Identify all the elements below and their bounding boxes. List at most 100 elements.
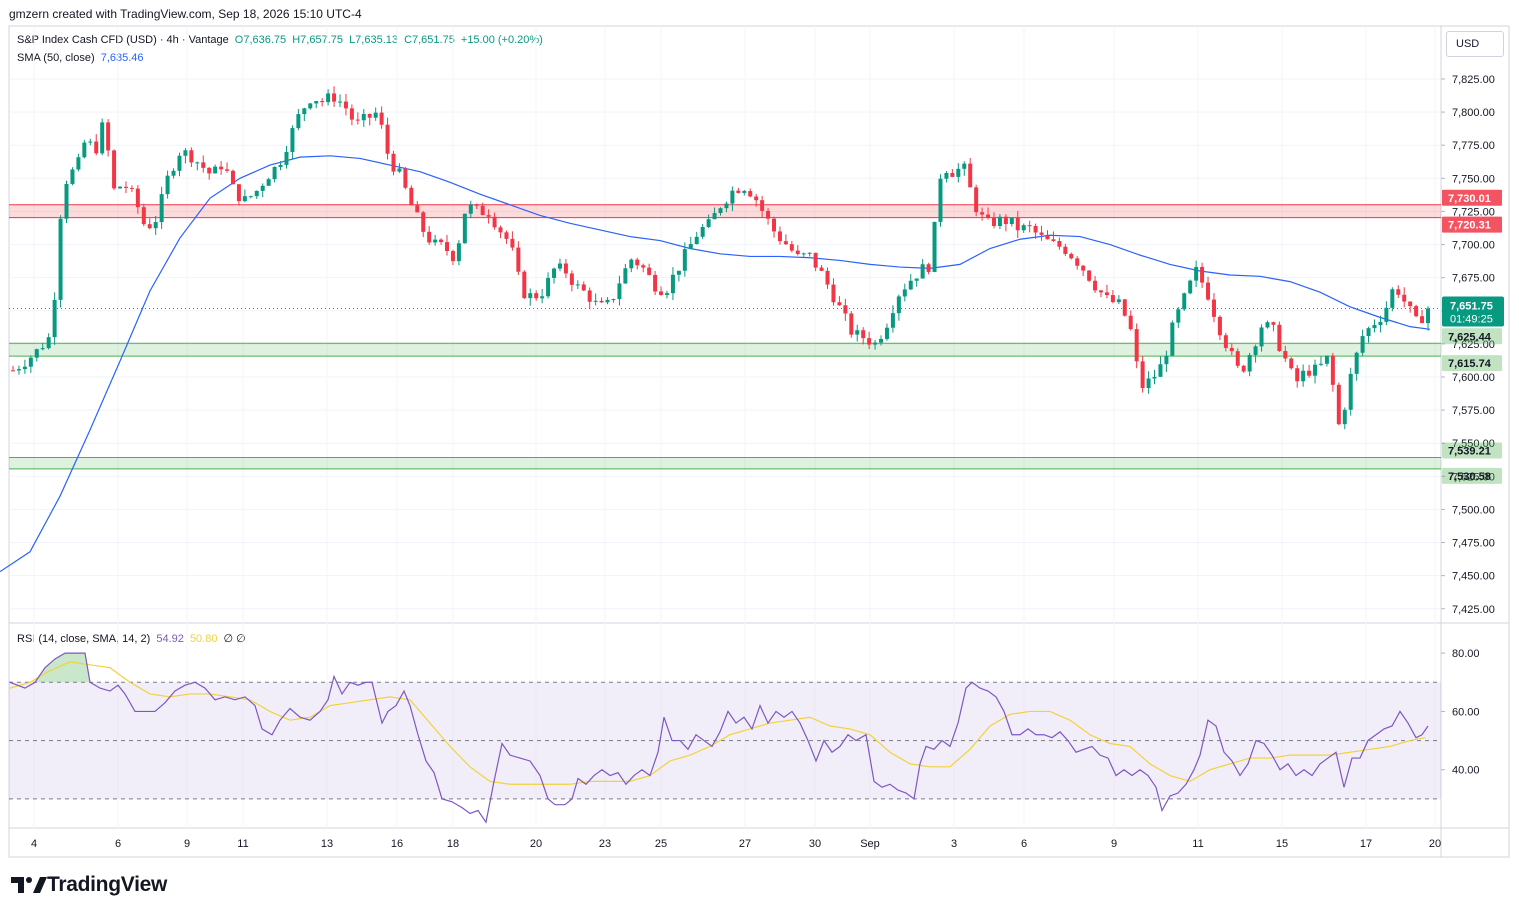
level-tag-text: 7,530.58 <box>1448 471 1491 483</box>
candle-body <box>219 166 224 170</box>
candle-body <box>617 283 622 300</box>
time-tick-label: 25 <box>655 838 667 850</box>
level-tag-text: 7,720.31 <box>1448 220 1491 232</box>
candle-body <box>1015 217 1020 231</box>
candle-body <box>1277 324 1282 352</box>
candle-body <box>938 178 943 222</box>
candle-body <box>1426 308 1430 324</box>
price-axis[interactable]: 7,825.00 7,800.00 7,775.00 7,750.00 7,725.00… <box>1441 74 1495 616</box>
candle-body <box>730 190 735 204</box>
candle-body <box>1104 292 1109 296</box>
candle-body <box>1223 335 1228 348</box>
candle-body <box>772 218 777 232</box>
candle-body <box>177 155 182 171</box>
candle-body <box>706 219 711 228</box>
price-tick-label: 7,425.00 <box>1452 604 1495 616</box>
candle-body <box>492 216 497 228</box>
candle-body <box>456 243 461 262</box>
candle-body <box>896 296 901 314</box>
candle-body <box>296 114 301 129</box>
candle-body <box>1116 299 1121 303</box>
candle-body <box>950 173 955 177</box>
time-tick-label: 6 <box>1021 838 1027 850</box>
candle-body <box>183 150 188 156</box>
candle-body <box>1301 370 1306 382</box>
candle-body <box>1200 266 1205 283</box>
price-tick-label: 7,775.00 <box>1452 140 1495 152</box>
candle-body <box>1009 217 1014 225</box>
candle-body <box>201 162 206 168</box>
price-tick-label: 7,600.00 <box>1452 372 1495 384</box>
candle-body <box>801 253 806 255</box>
sma-label[interactable]: SMA (50, close) <box>17 52 95 64</box>
candle-body <box>1390 289 1395 308</box>
rsi-label[interactable]: RSI (14, close, SMA, 14, 2) <box>17 633 151 645</box>
candle-body <box>1384 307 1389 322</box>
tradingview-logo[interactable]: TradingView <box>11 873 167 897</box>
high-value: H7,657.75 <box>292 34 343 46</box>
candle-body <box>849 313 854 335</box>
rsi-panel <box>9 652 1441 824</box>
candle-body <box>123 186 128 188</box>
candle-body <box>522 271 527 299</box>
candle-body <box>664 293 669 295</box>
candle-body <box>320 101 325 103</box>
time-axis[interactable]: 4 6 9 11 13 16 18 20 23 25 27 30 Sep 3 6 9 11 15 17 20 <box>31 838 1441 850</box>
price-tick-label: 7,750.00 <box>1452 173 1495 185</box>
candle-body <box>129 187 134 189</box>
candle-body <box>52 299 57 338</box>
candle-body <box>1140 361 1145 389</box>
candle-body <box>861 330 866 339</box>
level-tag-text: 7,625.44 <box>1448 331 1492 343</box>
rsi-axis[interactable]: 80.00 60.00 40.00 <box>1441 648 1480 777</box>
rsi-legend: RSI (14, close, SMA, 14, 2) 54.92 50.80 … <box>17 632 249 645</box>
candle-body <box>902 289 907 297</box>
price-tag-countdown: 01:49:25 <box>1450 313 1493 325</box>
candle-body <box>290 128 295 152</box>
candle-body <box>766 210 771 219</box>
candle-body <box>213 166 218 174</box>
time-tick-label: 20 <box>530 838 542 850</box>
price-tick-label: 7,550.00 <box>1452 438 1495 450</box>
candle-body <box>1259 327 1264 347</box>
candle-body <box>569 273 574 285</box>
candle-body <box>76 157 81 170</box>
attribution-header: gmzern created with TradingView.com, Sep… <box>9 7 362 21</box>
sma-value: 7,635.46 <box>100 52 144 64</box>
candle-body <box>367 114 372 118</box>
candle-body <box>1420 316 1425 324</box>
candle-body <box>22 366 27 370</box>
time-tick-label: 6 <box>115 838 121 850</box>
candle-body <box>118 186 123 189</box>
candle-body <box>1378 321 1383 326</box>
candle-body <box>700 227 705 237</box>
candle-body <box>16 369 21 371</box>
candle-body <box>415 205 420 213</box>
brand-name: TradingView <box>47 873 168 896</box>
candle-body <box>1313 364 1318 376</box>
candle-body <box>1354 352 1359 374</box>
low-value: L7,635.13 <box>349 34 398 46</box>
candle-body <box>34 349 39 358</box>
zone-fill <box>9 204 1441 218</box>
currency-button[interactable]: USD <box>1446 31 1504 57</box>
time-tick-label: 27 <box>739 838 751 850</box>
candle-body <box>1283 351 1288 359</box>
symbol-legend: S&P Index Cash CFD (USD) · 4h · Vantage … <box>17 34 546 46</box>
rsi-tick-label: 60.00 <box>1452 706 1480 718</box>
symbol-name[interactable]: S&P Index Cash CFD (USD) · 4h · Vantage <box>17 34 229 46</box>
candle-body <box>46 337 51 349</box>
candle-body <box>171 170 176 176</box>
time-tick-label: 9 <box>1111 838 1117 850</box>
candle-body <box>106 122 111 151</box>
candle-body <box>510 238 515 248</box>
candle-body <box>284 151 289 165</box>
candle-body <box>266 179 271 186</box>
candle-body <box>557 263 562 269</box>
candle-body <box>879 338 884 343</box>
candle-body <box>1253 346 1258 356</box>
tradingview-logo-icon <box>11 877 47 893</box>
candle-body <box>100 122 105 154</box>
candle-body <box>1247 355 1252 372</box>
